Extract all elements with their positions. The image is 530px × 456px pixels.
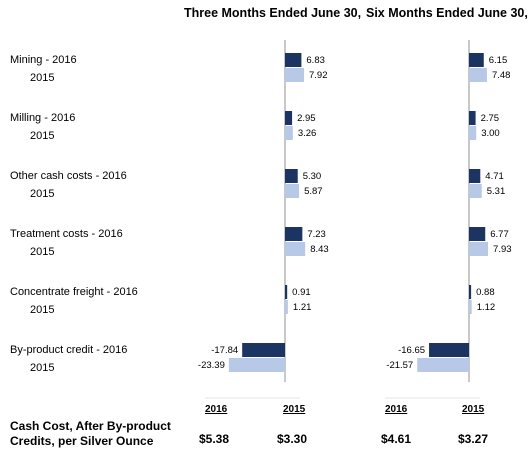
bar-three-months-2015 — [285, 300, 288, 314]
bar-six-months-2015 — [469, 68, 487, 82]
category-label-2015: 2015 — [30, 304, 54, 316]
bar-three-months-2016 — [285, 53, 302, 67]
footer-value-2015-three-months: $3.30 — [277, 432, 308, 446]
category-label-2016: Concentrate freight - 2016 — [10, 286, 138, 298]
bar-six-months-2015 — [469, 242, 489, 256]
bar-six-months-2016 — [469, 111, 476, 125]
data-label-six-months-2016: 0.88 — [476, 287, 495, 298]
data-label-three-months-2015: 5.87 — [304, 186, 323, 197]
footer-value-2016-three-months: $5.38 — [199, 432, 230, 446]
bar-six-months-2016 — [469, 53, 484, 67]
data-label-six-months-2016: 4.71 — [485, 171, 504, 182]
footer-year-2016-three-months: 2016 — [205, 404, 228, 415]
bar-six-months-2016 — [429, 343, 469, 357]
category-label-2016: Mining - 2016 — [10, 54, 77, 66]
bar-three-months-2015 — [285, 184, 300, 198]
footer-year-2016-six-months: 2016 — [385, 404, 408, 415]
bar-three-months-2016 — [285, 285, 288, 299]
category-label-2016: Other cash costs - 2016 — [10, 170, 127, 182]
bar-six-months-2015 — [417, 358, 469, 372]
footer-value-2016-six-months: $4.61 — [381, 432, 412, 446]
category-label-2015: 2015 — [30, 362, 54, 374]
bar-six-months-2016 — [469, 285, 472, 299]
category-label-2015: 2015 — [30, 72, 54, 84]
bar-three-months-2015 — [285, 68, 305, 82]
footer-label-line1: Cash Cost, After By-product — [10, 419, 171, 433]
bar-six-months-2016 — [469, 227, 486, 241]
data-label-six-months-2016: 2.75 — [481, 113, 500, 124]
data-label-six-months-2015: 5.31 — [487, 186, 506, 197]
bar-three-months-2015 — [285, 242, 306, 256]
footer-label-line2: Credits, per Silver Ounce — [10, 434, 154, 448]
category-label-2016: Milling - 2016 — [10, 112, 75, 124]
category-label-2015: 2015 — [30, 188, 54, 200]
data-label-three-months-2015: 8.43 — [310, 244, 329, 255]
bar-three-months-2016 — [242, 343, 285, 357]
footer-year-2015-three-months: 2015 — [283, 404, 306, 415]
footer-label: Cash Cost, After By-product Credits, per… — [10, 419, 171, 449]
panel-title-three-months: Three Months Ended June 30, — [184, 6, 362, 20]
data-label-six-months-2015: 1.12 — [477, 302, 496, 313]
bar-six-months-2015 — [469, 126, 477, 140]
category-label-2015: 2015 — [30, 246, 54, 258]
bar-six-months-2016 — [469, 169, 481, 183]
bar-six-months-2015 — [469, 184, 482, 198]
data-label-three-months-2015: 3.26 — [298, 128, 317, 139]
footer-year-2015-six-months: 2015 — [462, 404, 485, 415]
data-label-six-months-2016: 6.77 — [490, 229, 509, 240]
bar-three-months-2015 — [285, 126, 293, 140]
data-label-six-months-2015: 3.00 — [481, 128, 500, 139]
category-label-2016: Treatment costs - 2016 — [10, 228, 123, 240]
category-label-2016: By-product credit - 2016 — [10, 344, 127, 356]
category-label-2015: 2015 — [30, 130, 54, 142]
data-label-six-months-2016: 6.15 — [489, 55, 508, 66]
footer-value-2015-six-months: $3.27 — [458, 432, 489, 446]
data-label-three-months-2015: 1.21 — [293, 302, 312, 313]
data-label-three-months-2015: -23.39 — [198, 360, 225, 371]
data-label-three-months-2016: 7.23 — [307, 229, 326, 240]
panel-title-six-months: Six Months Ended June 30, — [366, 6, 528, 20]
data-label-six-months-2015: 7.93 — [493, 244, 512, 255]
bar-six-months-2015 — [469, 300, 472, 314]
data-label-three-months-2016: 0.91 — [292, 287, 311, 298]
bar-three-months-2015 — [228, 358, 285, 372]
data-label-six-months-2016: -16.65 — [398, 345, 425, 356]
bar-three-months-2016 — [285, 169, 298, 183]
data-label-three-months-2016: -17.84 — [211, 345, 238, 356]
data-label-six-months-2015: -21.57 — [386, 360, 413, 371]
data-label-three-months-2016: 2.95 — [297, 113, 316, 124]
bar-three-months-2016 — [285, 111, 293, 125]
data-label-six-months-2015: 7.48 — [492, 70, 511, 81]
bar-three-months-2016 — [285, 227, 303, 241]
data-label-three-months-2016: 5.30 — [303, 171, 322, 182]
data-label-three-months-2015: 7.92 — [309, 70, 328, 81]
data-label-three-months-2016: 6.83 — [306, 55, 325, 66]
